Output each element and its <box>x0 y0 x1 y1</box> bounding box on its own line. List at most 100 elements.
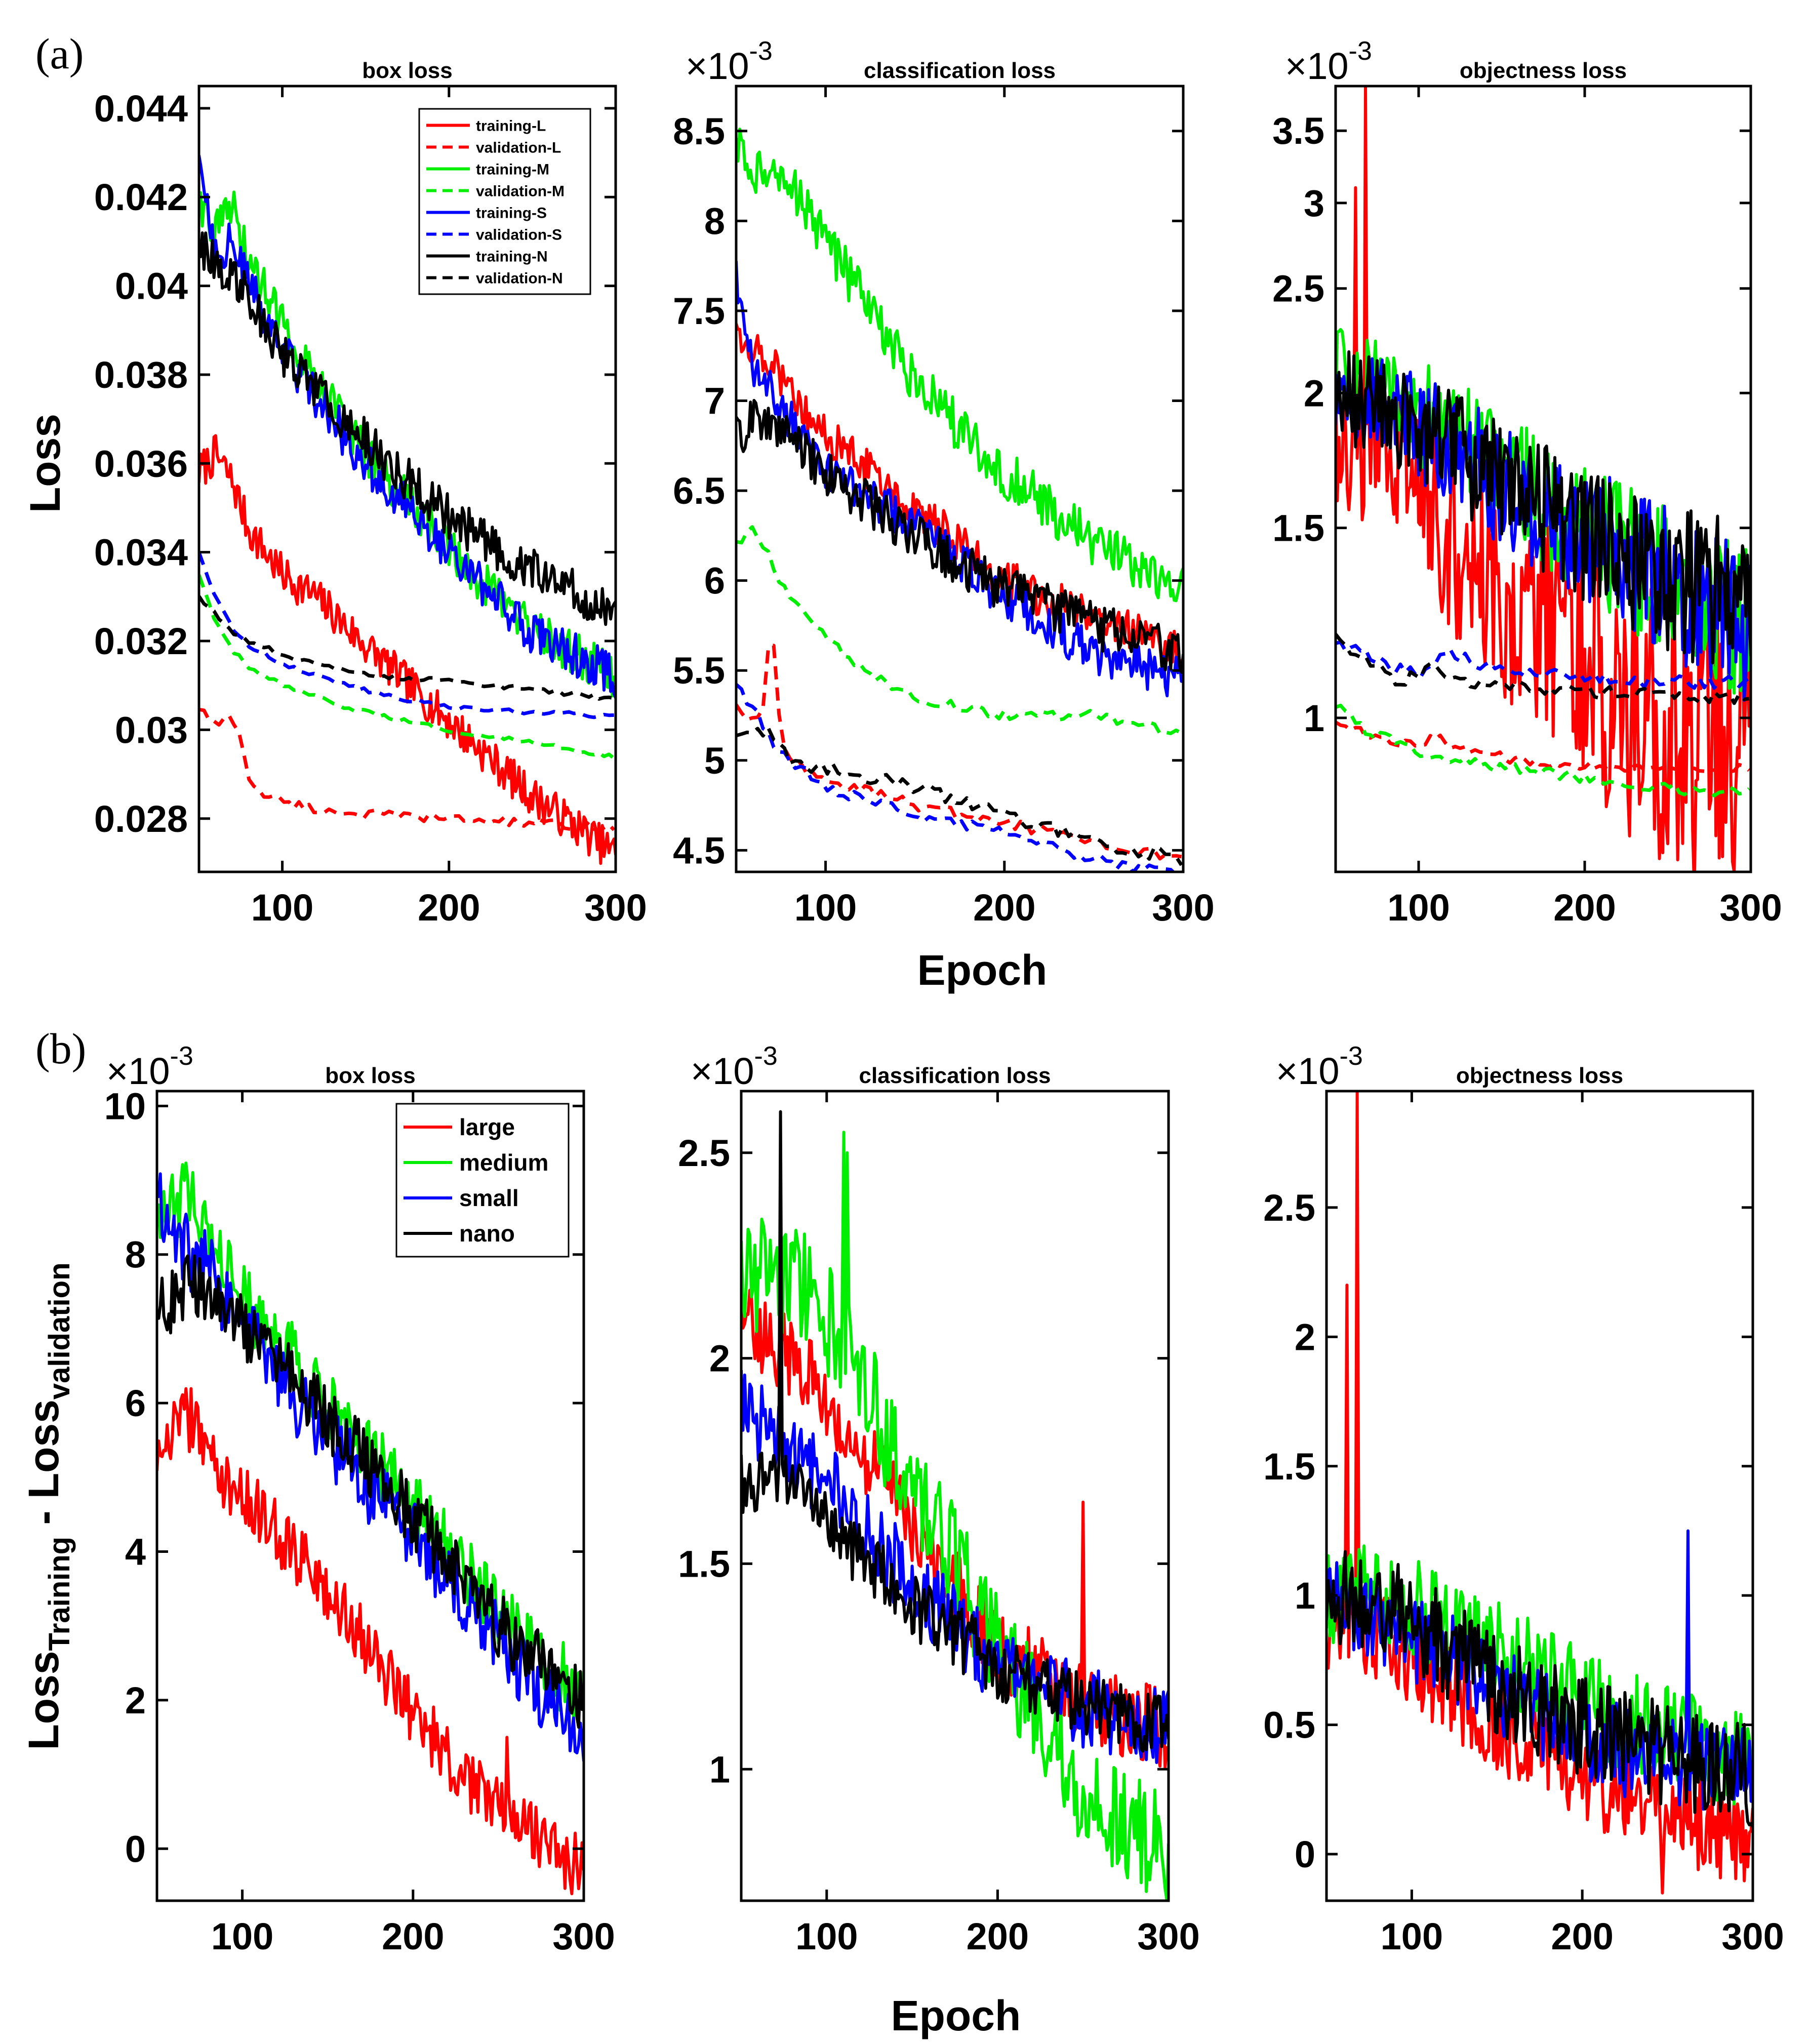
x-tick-label: 300 <box>1137 1915 1199 1957</box>
y-tick-label: 3 <box>1304 182 1324 224</box>
series-line-validation-S <box>736 683 1176 872</box>
series-group <box>736 128 1183 872</box>
legend: large medium small nano <box>395 1103 570 1258</box>
x-tick-label: 200 <box>967 1915 1029 1957</box>
subplots: 100 200 3000.0280.030.0320.0340.0360.0380.… <box>94 36 1784 1957</box>
subplot-title: objectness loss <box>1460 58 1627 83</box>
x-tick-label: 300 <box>1152 887 1214 929</box>
x-tick-label: 300 <box>584 887 647 929</box>
y-tick-label: 6 <box>704 560 725 602</box>
x-tick-label: 100 <box>795 1915 858 1957</box>
series-line-validation-N <box>1336 633 1750 705</box>
series-line-medium <box>741 1131 1169 1901</box>
y-tick-label: 8 <box>704 200 725 242</box>
series-line-validation-N <box>736 726 1183 866</box>
ylabel-b-sub2: validation <box>43 1262 76 1399</box>
subplot-b3: 100 200 300 0 0.5 1 1.5 2 2.5 objectness loss ×10-… <box>1263 1041 1784 1957</box>
legend-entry-training-M: training-M <box>476 162 549 178</box>
subplot-title: classification loss <box>864 58 1056 83</box>
y-tick-label: 2 <box>709 1338 730 1380</box>
multiplier-exponent: -3 <box>170 1041 193 1071</box>
legend-entry-small: small <box>459 1185 519 1211</box>
legend-entry-training-S: training-S <box>476 205 547 222</box>
x-tick-label: 300 <box>552 1915 615 1957</box>
series-line-validation-M <box>1336 703 1750 797</box>
series-group <box>1336 86 1751 872</box>
series-line-validation-M <box>736 525 1183 736</box>
y-tick-label: 2.5 <box>1263 1187 1315 1229</box>
multiplier-base: ×10 <box>106 1050 170 1092</box>
multiplier-base: ×10 <box>691 1050 754 1092</box>
axis-multiplier: ×10-3 <box>691 1041 778 1092</box>
series-line-training-M <box>199 190 616 698</box>
axis-multiplier: ×10-3 <box>1276 1041 1363 1092</box>
axes-frame <box>735 85 1185 873</box>
xlabel-row-b: Epoch <box>891 1992 1021 2039</box>
legend-entry-large: large <box>459 1114 515 1140</box>
x-tick-label: 200 <box>1551 1915 1613 1957</box>
y-tick-label: 2.5 <box>678 1132 730 1174</box>
legend-entry-validation-S: validation-S <box>476 227 562 244</box>
legend-entry-training-L: training-L <box>476 118 546 135</box>
y-tick-label: 1.5 <box>678 1543 730 1585</box>
series-line-training-S <box>199 155 616 699</box>
series-group <box>741 1110 1169 1901</box>
xlabel-row-a: Epoch <box>917 946 1048 994</box>
y-tick-label: 5.5 <box>673 650 725 692</box>
y-tick-label: 0.03 <box>115 709 188 751</box>
series-line-training-N <box>1336 350 1751 665</box>
x-tick-label: 200 <box>418 887 480 929</box>
series-line-nano <box>741 1110 1169 1753</box>
multiplier-base: ×10 <box>1276 1050 1340 1092</box>
axis-multiplier: ×10-3 <box>1285 36 1372 87</box>
multiplier-base: ×10 <box>1285 45 1349 87</box>
subplot-a2: 100 200 300 4.5 5 5.5 6 6.5 7 7.5 8 8.5 classificati… <box>673 36 1215 929</box>
y-tick-label: 0.042 <box>94 176 188 218</box>
x-tick-label: 300 <box>1721 1915 1784 1957</box>
ylabel-row-b: LossTraining - Lossvalidation <box>20 1262 76 1750</box>
y-tick-label: 0 <box>1295 1833 1315 1875</box>
series-line-validation-L <box>736 644 1182 861</box>
legend: training-L validation-L training-M validati… <box>418 108 591 295</box>
y-tick-label: 0 <box>125 1828 146 1870</box>
y-tick-label: 1 <box>1295 1575 1315 1617</box>
y-tick-label: 1 <box>1304 697 1324 739</box>
subplot-a1: 100 200 300 0.028 0.03 0.032 0.034 0.036 0.038 0.… <box>94 58 647 929</box>
ylabel-b-sub1: Training <box>43 1537 76 1651</box>
series-group <box>199 155 616 865</box>
x-tick-label: 100 <box>1387 887 1450 929</box>
ylabel-b-main2: - Loss <box>20 1399 67 1537</box>
series-line-validation-S <box>1336 640 1750 690</box>
y-tick-label: 1.5 <box>1263 1446 1315 1488</box>
y-tick-label: 0.028 <box>94 798 188 840</box>
series-line-training-M <box>736 128 1183 603</box>
y-tick-label: 7.5 <box>673 290 725 332</box>
y-tick-label: 0.032 <box>94 620 188 662</box>
y-tick-label: 8 <box>125 1234 146 1276</box>
y-tick-label: 1.5 <box>1272 507 1324 549</box>
y-tick-label: 5 <box>704 740 725 782</box>
subplot-a3: 100 200 300 1 1.5 2 2.5 3 3.5 objectness loss ×10-… <box>1272 36 1782 929</box>
y-tick-label: 0.036 <box>94 443 188 485</box>
series-line-training-L <box>736 323 1183 668</box>
legend-entry-validation-M: validation-M <box>476 183 565 200</box>
subplot-b2: 100 200 300 1 1.5 2 2.5 classification loss ×10-… <box>678 1041 1200 1957</box>
series-line-training-N <box>199 231 616 626</box>
axis-multiplier: ×10-3 <box>686 36 773 87</box>
axis-multiplier: ×10-3 <box>106 1041 193 1092</box>
series-line-validation-S <box>199 551 614 719</box>
x-tick-label: 100 <box>211 1915 273 1957</box>
multiplier-base: ×10 <box>686 45 749 87</box>
axes-frame <box>197 85 617 873</box>
x-tick-label: 100 <box>251 887 313 929</box>
series-line-validation-L <box>199 707 616 833</box>
y-tick-label: 1 <box>709 1748 730 1790</box>
series-line-training-N <box>736 398 1183 674</box>
series-line-validation-N <box>199 595 615 701</box>
series-line-nano <box>1326 1550 1753 1828</box>
y-tick-label: 2.5 <box>1272 268 1324 310</box>
y-tick-label: 6.5 <box>673 470 725 512</box>
y-tick-label: 6 <box>125 1382 146 1424</box>
y-tick-label: 2 <box>1304 372 1324 414</box>
